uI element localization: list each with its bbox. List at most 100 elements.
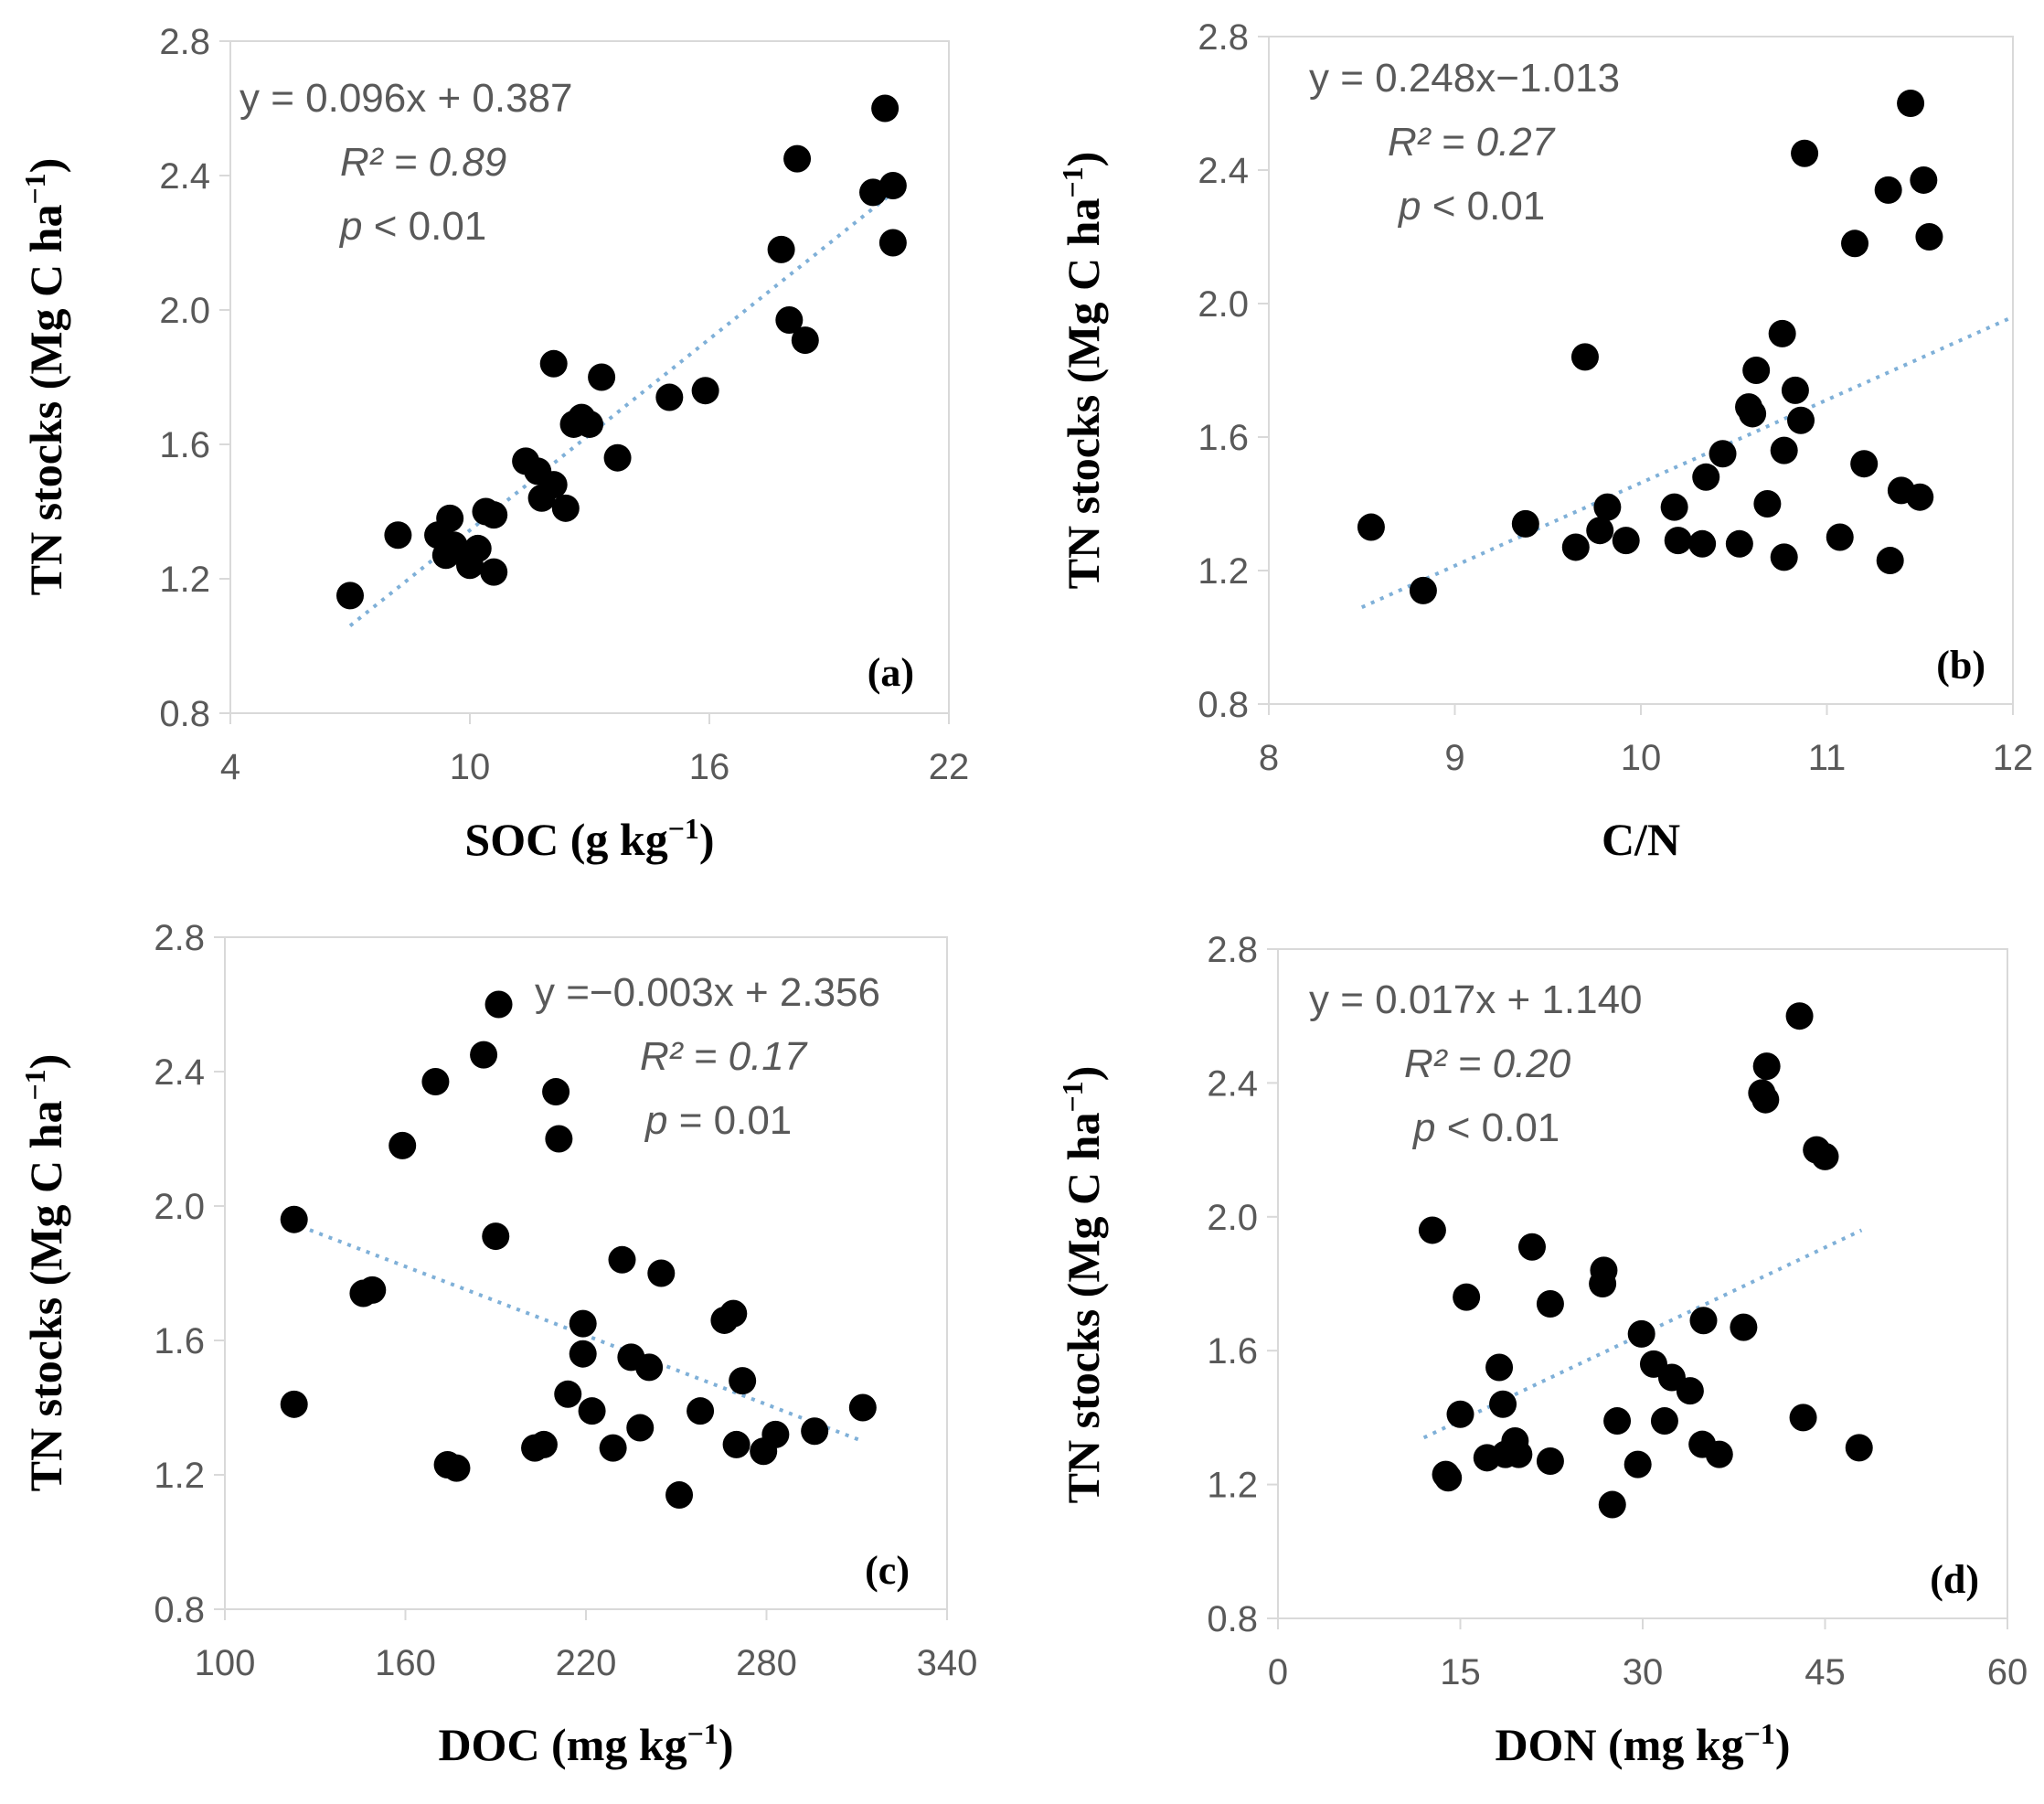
data-point (1915, 223, 1943, 251)
trendline (348, 194, 890, 628)
data-point (1660, 493, 1688, 521)
data-point (655, 383, 684, 411)
plot-area (1277, 948, 2008, 1619)
r-squared: R² = 0.20 (1404, 1041, 1571, 1086)
data-point (801, 1417, 829, 1446)
y-tick-label: 1.2 (1207, 1466, 1258, 1506)
y-tick-label: 2.0 (154, 1187, 205, 1227)
x-tick-label: 160 (375, 1643, 436, 1683)
y-tick-label: 0.8 (1207, 1599, 1258, 1639)
data-point (1561, 533, 1590, 561)
y-tick-label: 2.8 (159, 22, 210, 62)
p-value: p < 0.01 (1397, 184, 1545, 229)
regression-equation: y = 0.017x + 1.140 (1309, 977, 1643, 1022)
plot-area (1268, 36, 2014, 705)
y-tick-label: 2.4 (159, 156, 210, 197)
data-point (1357, 513, 1385, 541)
data-point (1612, 527, 1640, 555)
x-axis-title: SOC (g kg−1) (464, 812, 714, 865)
x-tick-label: 9 (1444, 738, 1464, 778)
data-point (719, 1299, 748, 1328)
regression-equation: y =−0.003x + 2.356 (535, 970, 880, 1015)
data-point (576, 410, 603, 438)
data-point (569, 1340, 597, 1368)
x-tick-label: 220 (556, 1643, 617, 1683)
data-point (578, 1397, 606, 1425)
plot-area (224, 936, 948, 1610)
data-point (1446, 1400, 1474, 1428)
y-tick-label: 2.4 (1198, 151, 1249, 191)
data-point (440, 531, 468, 560)
x-tick-label: 60 (1987, 1652, 2028, 1692)
data-point (1897, 90, 1925, 117)
panel-label: (b) (1936, 643, 1985, 688)
trendline (290, 1221, 864, 1444)
y-tick-label: 2.0 (159, 291, 210, 331)
data-point (1689, 1307, 1718, 1335)
data-point (691, 377, 719, 405)
y-tick-label: 2.4 (154, 1052, 205, 1093)
data-point (1409, 576, 1437, 604)
data-point (1826, 523, 1854, 551)
data-point (1910, 165, 1938, 194)
p-value: p < 0.01 (338, 204, 486, 249)
data-point (1593, 493, 1622, 521)
data-point (1511, 509, 1539, 538)
x-tick-label: 0 (1268, 1652, 1288, 1692)
trendline (1360, 315, 2014, 609)
plot-area (229, 40, 950, 714)
data-point (1489, 1390, 1517, 1418)
data-point (1876, 547, 1904, 575)
regression-equation: y = 0.096x + 0.387 (240, 76, 573, 121)
data-point (1725, 529, 1753, 558)
data-point (1603, 1407, 1632, 1436)
y-axis-title: TN stocks (Mg C ha−1) (1056, 152, 1109, 590)
data-point (1791, 139, 1819, 167)
x-axis-title: C/N (1602, 814, 1680, 865)
data-point (545, 1125, 573, 1153)
data-point (1705, 1440, 1733, 1468)
data-point (1789, 1404, 1817, 1432)
x-tick-label: 10 (450, 747, 491, 787)
data-point (1664, 527, 1692, 555)
data-point (1505, 1440, 1533, 1468)
y-tick-label: 1.6 (1198, 418, 1249, 458)
panel-label: (a) (868, 650, 914, 695)
data-point (539, 471, 568, 499)
data-point (1841, 230, 1869, 258)
data-point (775, 306, 804, 335)
data-point (1753, 490, 1782, 518)
data-point (1517, 1233, 1546, 1261)
data-point (687, 1397, 715, 1425)
y-tick-label: 1.2 (159, 560, 210, 600)
data-point (1850, 450, 1879, 478)
y-tick-label: 1.6 (159, 425, 210, 465)
data-point (588, 363, 616, 391)
data-point (480, 558, 508, 586)
data-point (1485, 1353, 1514, 1382)
panel-c: 0.8 1.2 1.6 2.0 2.4 2.8 100 160 220 280 340 y =−0.0… (18, 918, 977, 1770)
data-point (463, 534, 492, 562)
data-point (436, 504, 464, 532)
data-point (358, 1276, 387, 1304)
data-point (1590, 1256, 1618, 1285)
data-point (1742, 357, 1771, 384)
panel-label: (c) (865, 1548, 910, 1593)
data-point (470, 1041, 498, 1069)
y-tick-label: 2.8 (1198, 17, 1249, 58)
r-squared: R² = 0.17 (640, 1034, 808, 1079)
x-tick-label: 11 (1808, 738, 1847, 778)
data-point (554, 1380, 582, 1408)
y-tick-label: 0.8 (159, 694, 210, 734)
y-axis-title: TN stocks (Mg C ha−1) (1056, 1066, 1109, 1504)
data-point (635, 1353, 664, 1382)
data-point (484, 990, 513, 1019)
data-point (1418, 1216, 1446, 1244)
p-value: p < 0.01 (1411, 1105, 1560, 1150)
panel-a: 0.8 1.2 1.6 2.0 2.4 2.8 4 10 16 22 y = 0.096x + 0.… (18, 22, 969, 865)
y-axis-title: TN stocks (Mg C ha−1) (18, 1054, 71, 1492)
y-tick-label: 2.0 (1198, 284, 1249, 325)
data-point (599, 1434, 627, 1462)
data-point (608, 1245, 636, 1274)
data-point (1688, 529, 1717, 558)
